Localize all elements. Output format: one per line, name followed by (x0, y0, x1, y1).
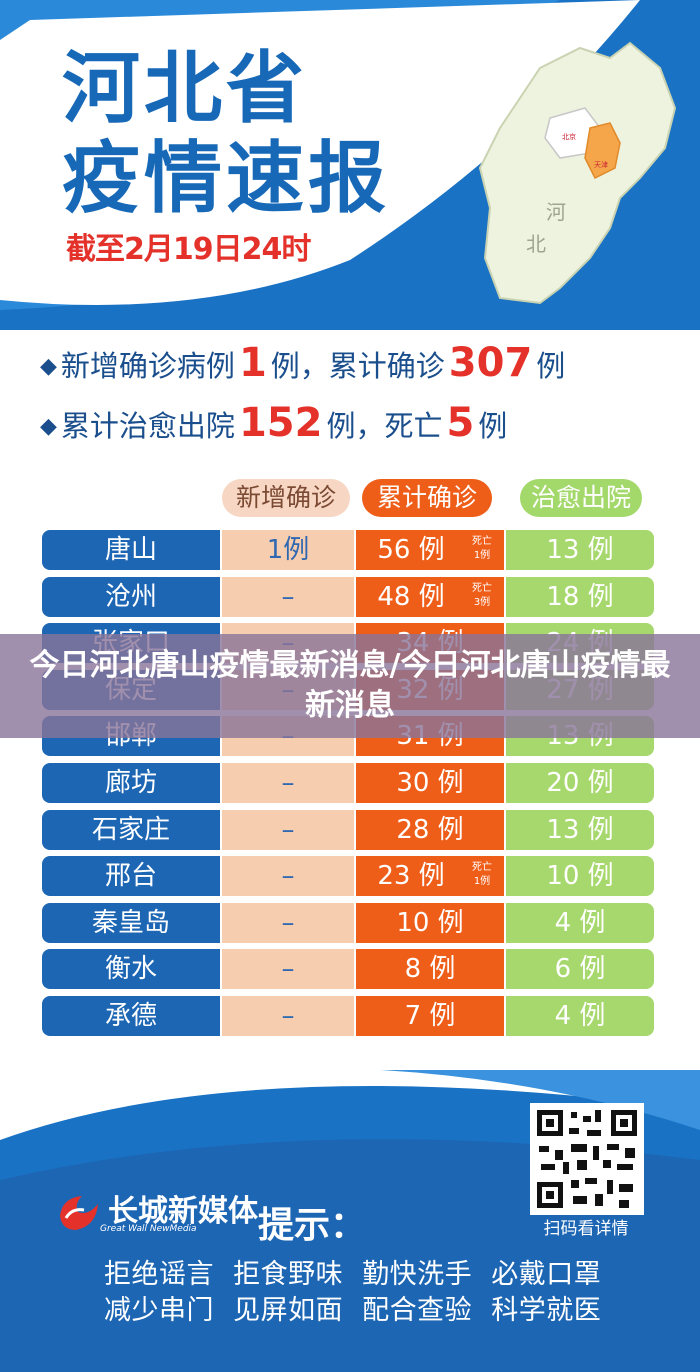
table-row: 唐山 1例 56 例死亡 1例 13 例 (42, 530, 654, 570)
city-name: 承德 (42, 995, 220, 1036)
summary-line-2: ◆ 累计治愈出院 152 例，死亡 5 例 (40, 400, 507, 446)
death-count: 5 (446, 400, 475, 446)
page-title-line2: 疫情速报 (62, 134, 391, 224)
death-note-line: 死亡 (472, 582, 492, 594)
diamond-icon: ◆ (40, 354, 57, 379)
death-note-line: 死亡 (472, 536, 492, 547)
qr-code-icon (533, 1106, 641, 1212)
summary-text: 累计治愈出院 (60, 409, 235, 443)
header-new-cases: 新增确诊 (222, 479, 350, 517)
death-note-line: 1例 (473, 876, 491, 888)
tianjin-label: 天津 (594, 161, 608, 169)
table-row: 沧州 –48 例 死亡 3例 18 例 (42, 576, 654, 617)
total-cases-value: 30 例 (396, 767, 464, 798)
great-wall-logo-icon (60, 1196, 98, 1230)
summary-line-1: ◆ 新增确诊病例 1 例，累计确诊 307 例 (40, 340, 565, 386)
death-note-line: 3例 (473, 596, 491, 608)
new-cases-cell: – (222, 995, 354, 1036)
new-cases-cell: 1例 (222, 530, 354, 570)
city-name: 秦皇岛 (42, 902, 220, 943)
total-cases-cell: 48 例 死亡 3例 (356, 576, 504, 617)
total-cases-value: 7 例 (404, 1000, 456, 1031)
cured-count: 152 (238, 400, 323, 446)
hebei-map-shape (478, 41, 677, 305)
qr-caption: 扫码看详情 (543, 1219, 629, 1239)
cured-cell: 13 例 (506, 809, 654, 850)
table-row: 石家庄 – 28 例 13 例 (42, 809, 654, 850)
death-note-line: 死亡 (472, 862, 492, 874)
page-title-line1: 河北省 (62, 44, 309, 134)
total-cases-value: 10 例 (396, 907, 464, 938)
brand-name-en: Great Wall NewMedia (100, 1224, 197, 1234)
total-cases-value: 28 例 (396, 814, 464, 845)
new-cases-cell: – (222, 856, 354, 897)
city-name: 石家庄 (42, 809, 220, 850)
table-row: 承德 – 7 例 4 例 (42, 995, 654, 1036)
total-cases-cell: 10 例 (356, 902, 504, 943)
death-note: 死亡 3例 (472, 582, 492, 610)
total-cases-count: 307 (448, 340, 533, 386)
cured-cell: 13 例 (506, 530, 654, 570)
tip-heading: 提示： (258, 1205, 367, 1246)
header-total-cases: 累计确诊 (362, 479, 492, 517)
cured-cell: 20 例 (506, 762, 654, 803)
overlay-banner: 今日河北唐山疫情最新消息/今日河北唐山疫情最新消息 (0, 634, 700, 738)
new-cases-cell: – (222, 902, 354, 943)
header-cured: 治愈出院 (520, 479, 642, 517)
new-cases-cell: – (222, 949, 354, 990)
cured-cell: 10 例 (506, 856, 654, 897)
new-cases-cell: – (222, 576, 354, 617)
total-cases-cell: 56 例 死亡 1例 (356, 530, 504, 570)
map-label-he: 河 (546, 200, 566, 224)
city-name: 邢台 (42, 856, 220, 897)
cured-cell: 4 例 (506, 995, 654, 1036)
total-cases-value: 56 例 (377, 535, 445, 565)
diamond-icon: ◆ (40, 414, 57, 439)
total-cases-cell: 28 例 (356, 809, 504, 850)
table-row: 邢台 –23 例 死亡 1例 10 例 (42, 856, 654, 897)
city-name: 唐山 (42, 530, 220, 570)
table-row: 廊坊 – 30 例 20 例 (42, 762, 654, 803)
city-name: 廊坊 (42, 762, 220, 803)
death-note-line: 1例 (473, 550, 491, 561)
summary-text: 例 (536, 349, 566, 383)
total-cases-cell: 8 例 (356, 949, 504, 990)
city-name: 沧州 (42, 576, 220, 617)
total-cases-value: 48 例 (377, 581, 445, 612)
new-cases-cell: – (222, 762, 354, 803)
death-note: 死亡 1例 (472, 861, 492, 889)
qr-code[interactable] (530, 1103, 644, 1215)
summary-text: 例，死亡 (326, 409, 443, 443)
total-cases-value: 23 例 (377, 861, 445, 892)
new-cases-cell: – (222, 809, 354, 850)
slogan-line-1: 拒绝谣言 拒食野味 勤快洗手 必戴口罩 (104, 1259, 602, 1290)
footer-background (0, 1070, 700, 1372)
brand-name: 长城新媒体 (108, 1194, 258, 1229)
cured-cell: 18 例 (506, 576, 654, 617)
hebei-map: 北京 天津 河 北 (470, 28, 690, 318)
beijing-label: 北京 (562, 133, 576, 141)
report-date: 截至2月19日24时 (66, 232, 311, 267)
slogan-line-2: 减少串门 见屏如面 配合查验 科学就医 (104, 1295, 602, 1326)
city-name: 衡水 (42, 949, 220, 990)
summary-text: 新增确诊病例 (60, 349, 235, 383)
total-cases-cell: 7 例 (356, 995, 504, 1036)
map-label-bei: 北 (526, 232, 546, 256)
total-cases-value: 8 例 (404, 954, 456, 985)
summary-text: 例，累计确诊 (270, 349, 445, 383)
death-note: 死亡 1例 (472, 535, 492, 563)
cured-cell: 6 例 (506, 949, 654, 990)
cured-cell: 4 例 (506, 902, 654, 943)
summary-text: 例 (478, 409, 508, 443)
total-cases-cell: 30 例 (356, 762, 504, 803)
total-cases-cell: 23 例 死亡 1例 (356, 856, 504, 897)
overlay-title: 今日河北唐山疫情最新消息/今日河北唐山疫情最新消息 (29, 648, 671, 723)
table-row: 衡水 – 8 例 6 例 (42, 949, 654, 990)
table-row: 秦皇岛 – 10 例 4 例 (42, 902, 654, 943)
new-cases-count: 1 (238, 340, 267, 386)
